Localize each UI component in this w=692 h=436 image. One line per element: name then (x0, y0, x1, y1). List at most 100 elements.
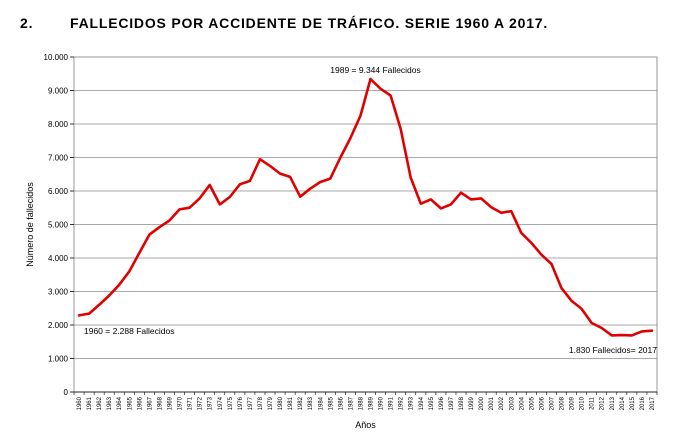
x-tick-label: 1975 (228, 396, 234, 410)
data-point (530, 242, 532, 244)
data-point (158, 226, 160, 228)
y-tick-label: 8.000 (48, 120, 69, 129)
data-point (601, 327, 603, 329)
x-tick-label: 1970 (178, 396, 184, 410)
data-point (148, 233, 150, 235)
annotation-end-2017: 1.830 Fallecidos= 2017 (569, 345, 657, 355)
x-tick-label: 2008 (560, 396, 566, 410)
data-point (249, 180, 251, 182)
x-tick-label: 1962 (97, 396, 103, 410)
x-tick-label: 2004 (519, 396, 525, 410)
data-point (118, 284, 120, 286)
x-tick-label: 2012 (600, 396, 606, 410)
data-point (399, 128, 401, 130)
y-tick-label: 0 (64, 388, 69, 397)
x-tick-label: 1989 (369, 396, 375, 410)
data-point (480, 197, 482, 199)
data-point (540, 253, 542, 255)
data-point (279, 172, 281, 174)
data-point (128, 270, 130, 272)
x-tick-label: 1983 (308, 396, 314, 410)
data-point (560, 287, 562, 289)
data-point (259, 158, 261, 160)
data-point (621, 334, 623, 336)
y-tick-label: 10.000 (44, 53, 69, 62)
data-point (420, 203, 422, 205)
data-point (319, 181, 321, 183)
x-tick-label: 2003 (509, 396, 515, 410)
heading-number: 2. (20, 15, 34, 31)
x-tick-label: 1995 (429, 396, 435, 410)
heading-title: FALLECIDOS POR ACCIDENTE DE TRÁFICO. SER… (70, 15, 549, 31)
page-heading: 2. FALLECIDOS POR ACCIDENTE DE TRÁFICO. S… (20, 15, 548, 31)
x-tick-label: 2015 (630, 396, 636, 410)
data-point (309, 187, 311, 189)
x-tick-label: 2011 (590, 396, 596, 410)
annotation-peak-1989: 1989 = 9.344 Fallecidos (330, 65, 421, 75)
x-tick-label: 1997 (449, 396, 455, 410)
y-axis-label: Número de fallecidos (25, 182, 35, 267)
x-tick-label: 2006 (539, 396, 545, 410)
data-point (208, 184, 210, 186)
x-tick-label: 1982 (298, 396, 304, 410)
data-point (510, 210, 512, 212)
x-tick-label: 2009 (570, 396, 576, 410)
x-tick-label: 1991 (389, 396, 395, 410)
y-tick-label: 7.000 (48, 154, 69, 163)
x-tick-label: 1988 (358, 396, 364, 410)
data-point (329, 177, 331, 179)
x-tick-label: 1980 (278, 396, 284, 410)
x-tick-label: 2000 (479, 396, 485, 410)
x-tick-label: 1966 (137, 396, 143, 410)
x-tick-label: 1973 (208, 396, 214, 410)
x-tick-label: 1976 (238, 396, 244, 410)
x-tick-label: 1978 (258, 396, 264, 410)
x-tick-label: 2001 (489, 396, 495, 410)
x-tick-label: 1965 (127, 396, 133, 410)
x-tick-label: 1998 (459, 396, 465, 410)
x-tick-label: 2002 (499, 396, 505, 410)
x-tick-label: 1974 (218, 396, 224, 410)
data-point (550, 263, 552, 265)
data-point (379, 88, 381, 90)
data-point (108, 294, 110, 296)
data-point (168, 219, 170, 221)
data-point (229, 196, 231, 198)
data-point (611, 334, 613, 336)
data-point (490, 206, 492, 208)
data-point (369, 78, 371, 80)
y-tick-label: 9.000 (48, 87, 69, 96)
x-tick-label: 1963 (107, 396, 113, 410)
y-tick-label: 1.000 (48, 355, 69, 364)
data-point (269, 165, 271, 167)
x-tick-label: 1981 (288, 396, 294, 410)
data-point (410, 176, 412, 178)
data-point (299, 195, 301, 197)
data-point (500, 212, 502, 214)
x-tick-label: 1985 (328, 396, 334, 410)
x-tick-label: 2013 (610, 396, 616, 410)
data-point (570, 300, 572, 302)
x-tick-label: 1960 (77, 396, 83, 410)
x-tick-label: 2007 (549, 396, 555, 410)
data-point (520, 232, 522, 234)
data-point (580, 308, 582, 310)
x-tick-label: 2014 (620, 396, 626, 410)
data-point (289, 176, 291, 178)
y-tick-label: 4.000 (48, 254, 69, 263)
data-point (631, 334, 633, 336)
data-point (349, 137, 351, 139)
data-point (470, 198, 472, 200)
y-tick-label: 5.000 (48, 221, 69, 230)
x-tick-label: 1961 (87, 396, 93, 410)
x-tick-label: 2017 (650, 396, 656, 410)
data-point (98, 304, 100, 306)
data-point (389, 94, 391, 96)
data-point (198, 197, 200, 199)
y-tick-label: 3.000 (48, 288, 69, 297)
x-tick-label: 2005 (529, 396, 535, 410)
x-tick-label: 2010 (580, 396, 586, 410)
x-tick-label: 1977 (248, 396, 254, 410)
x-tick-label: 1971 (188, 396, 194, 410)
x-tick-label: 1992 (399, 396, 405, 410)
